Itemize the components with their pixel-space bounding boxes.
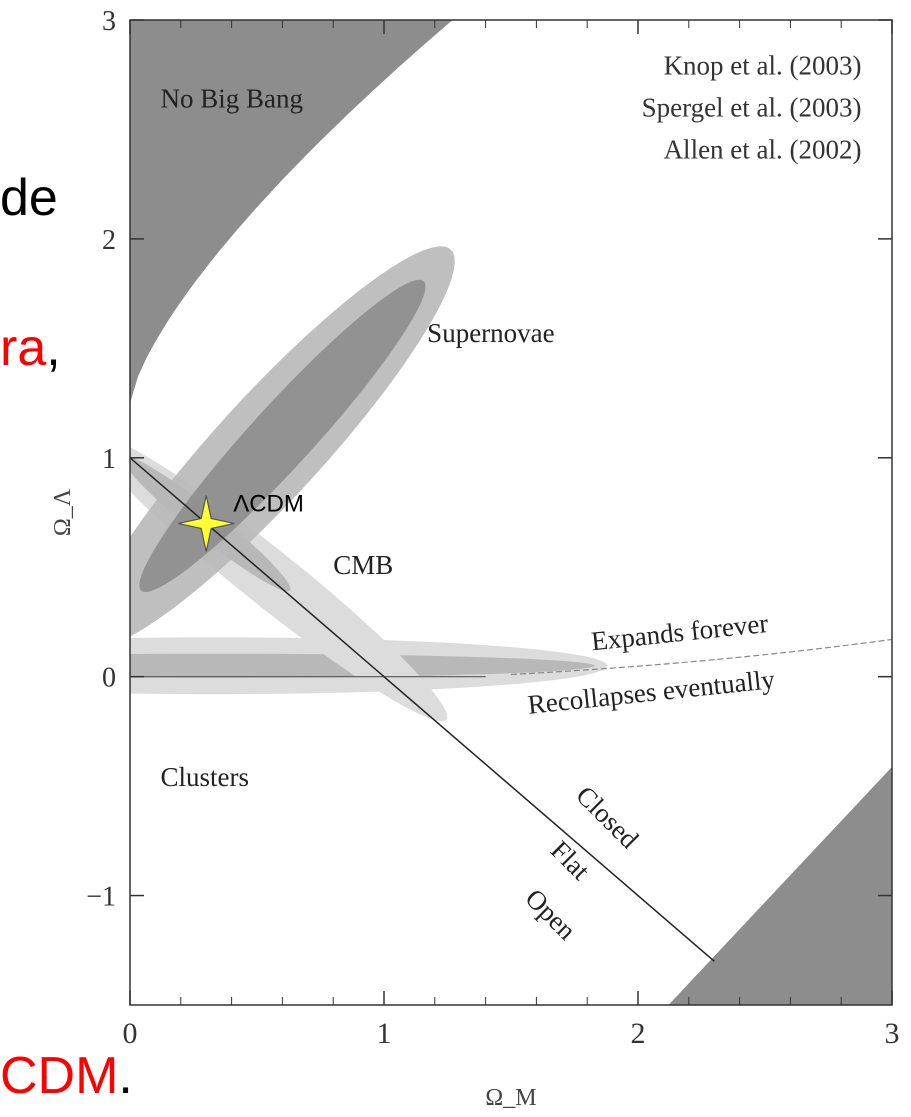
plot-area: 0 1 2 3 −1 0 1 2 3 Ω_M Ω_Λ Knop et al. (2003) Sperge… bbox=[50, 6, 900, 1111]
lcdm-label: ΛCDM bbox=[233, 490, 304, 517]
y-tick-label: 2 bbox=[102, 225, 116, 256]
x-tick-label: 0 bbox=[123, 1017, 138, 1050]
x-tick-label: 1 bbox=[377, 1017, 392, 1050]
y-tick-label: −1 bbox=[86, 882, 116, 913]
excluded-region-bottom-right bbox=[668, 766, 892, 1005]
slide-fragment-1: de bbox=[0, 169, 58, 227]
slide-fragment-3-wrap: CDM. bbox=[0, 1050, 133, 1102]
lcdm-point bbox=[178, 495, 235, 552]
x-axis-label: Ω_M bbox=[485, 1085, 536, 1111]
plot-frame bbox=[129, 19, 893, 1006]
slide-fragment-3: CDM bbox=[0, 1047, 119, 1105]
supernovae-inner-contour bbox=[139, 279, 426, 593]
slide-fragment-2-wrap: ra, bbox=[0, 322, 61, 374]
x-tick-label: 3 bbox=[885, 1017, 900, 1050]
y-axis-label: Ω_Λ bbox=[50, 488, 76, 536]
reference-label: Spergel et al. (2003) bbox=[642, 93, 862, 123]
expands-boundary-line bbox=[510, 638, 892, 676]
y-tick-label: 3 bbox=[102, 6, 116, 37]
open-label: Open bbox=[519, 883, 582, 946]
x-tick-label: 2 bbox=[631, 1017, 646, 1050]
clusters-label: Clusters bbox=[160, 762, 249, 792]
cmb-label: CMB bbox=[333, 550, 393, 580]
supernovae-label: Supernovae bbox=[427, 318, 554, 348]
reference-label: Allen et al. (2002) bbox=[664, 135, 862, 165]
slide-fragment-2: ra bbox=[0, 319, 47, 377]
y-tick-label: 1 bbox=[102, 444, 116, 475]
no-big-bang-region bbox=[130, 20, 453, 404]
reference-label: Knop et al. (2003) bbox=[664, 51, 862, 81]
closed-label: Closed bbox=[570, 780, 645, 855]
slide-fragment-2-comma: , bbox=[46, 319, 61, 377]
slide-fragment-3-period: . bbox=[118, 1047, 133, 1105]
flat-universe-line bbox=[130, 457, 715, 962]
expands-forever-label: Expands forever bbox=[590, 608, 770, 656]
flat-label: Flat bbox=[545, 835, 596, 886]
y-tick-label: 0 bbox=[102, 663, 116, 694]
no-big-bang-label: No Big Bang bbox=[160, 84, 303, 114]
